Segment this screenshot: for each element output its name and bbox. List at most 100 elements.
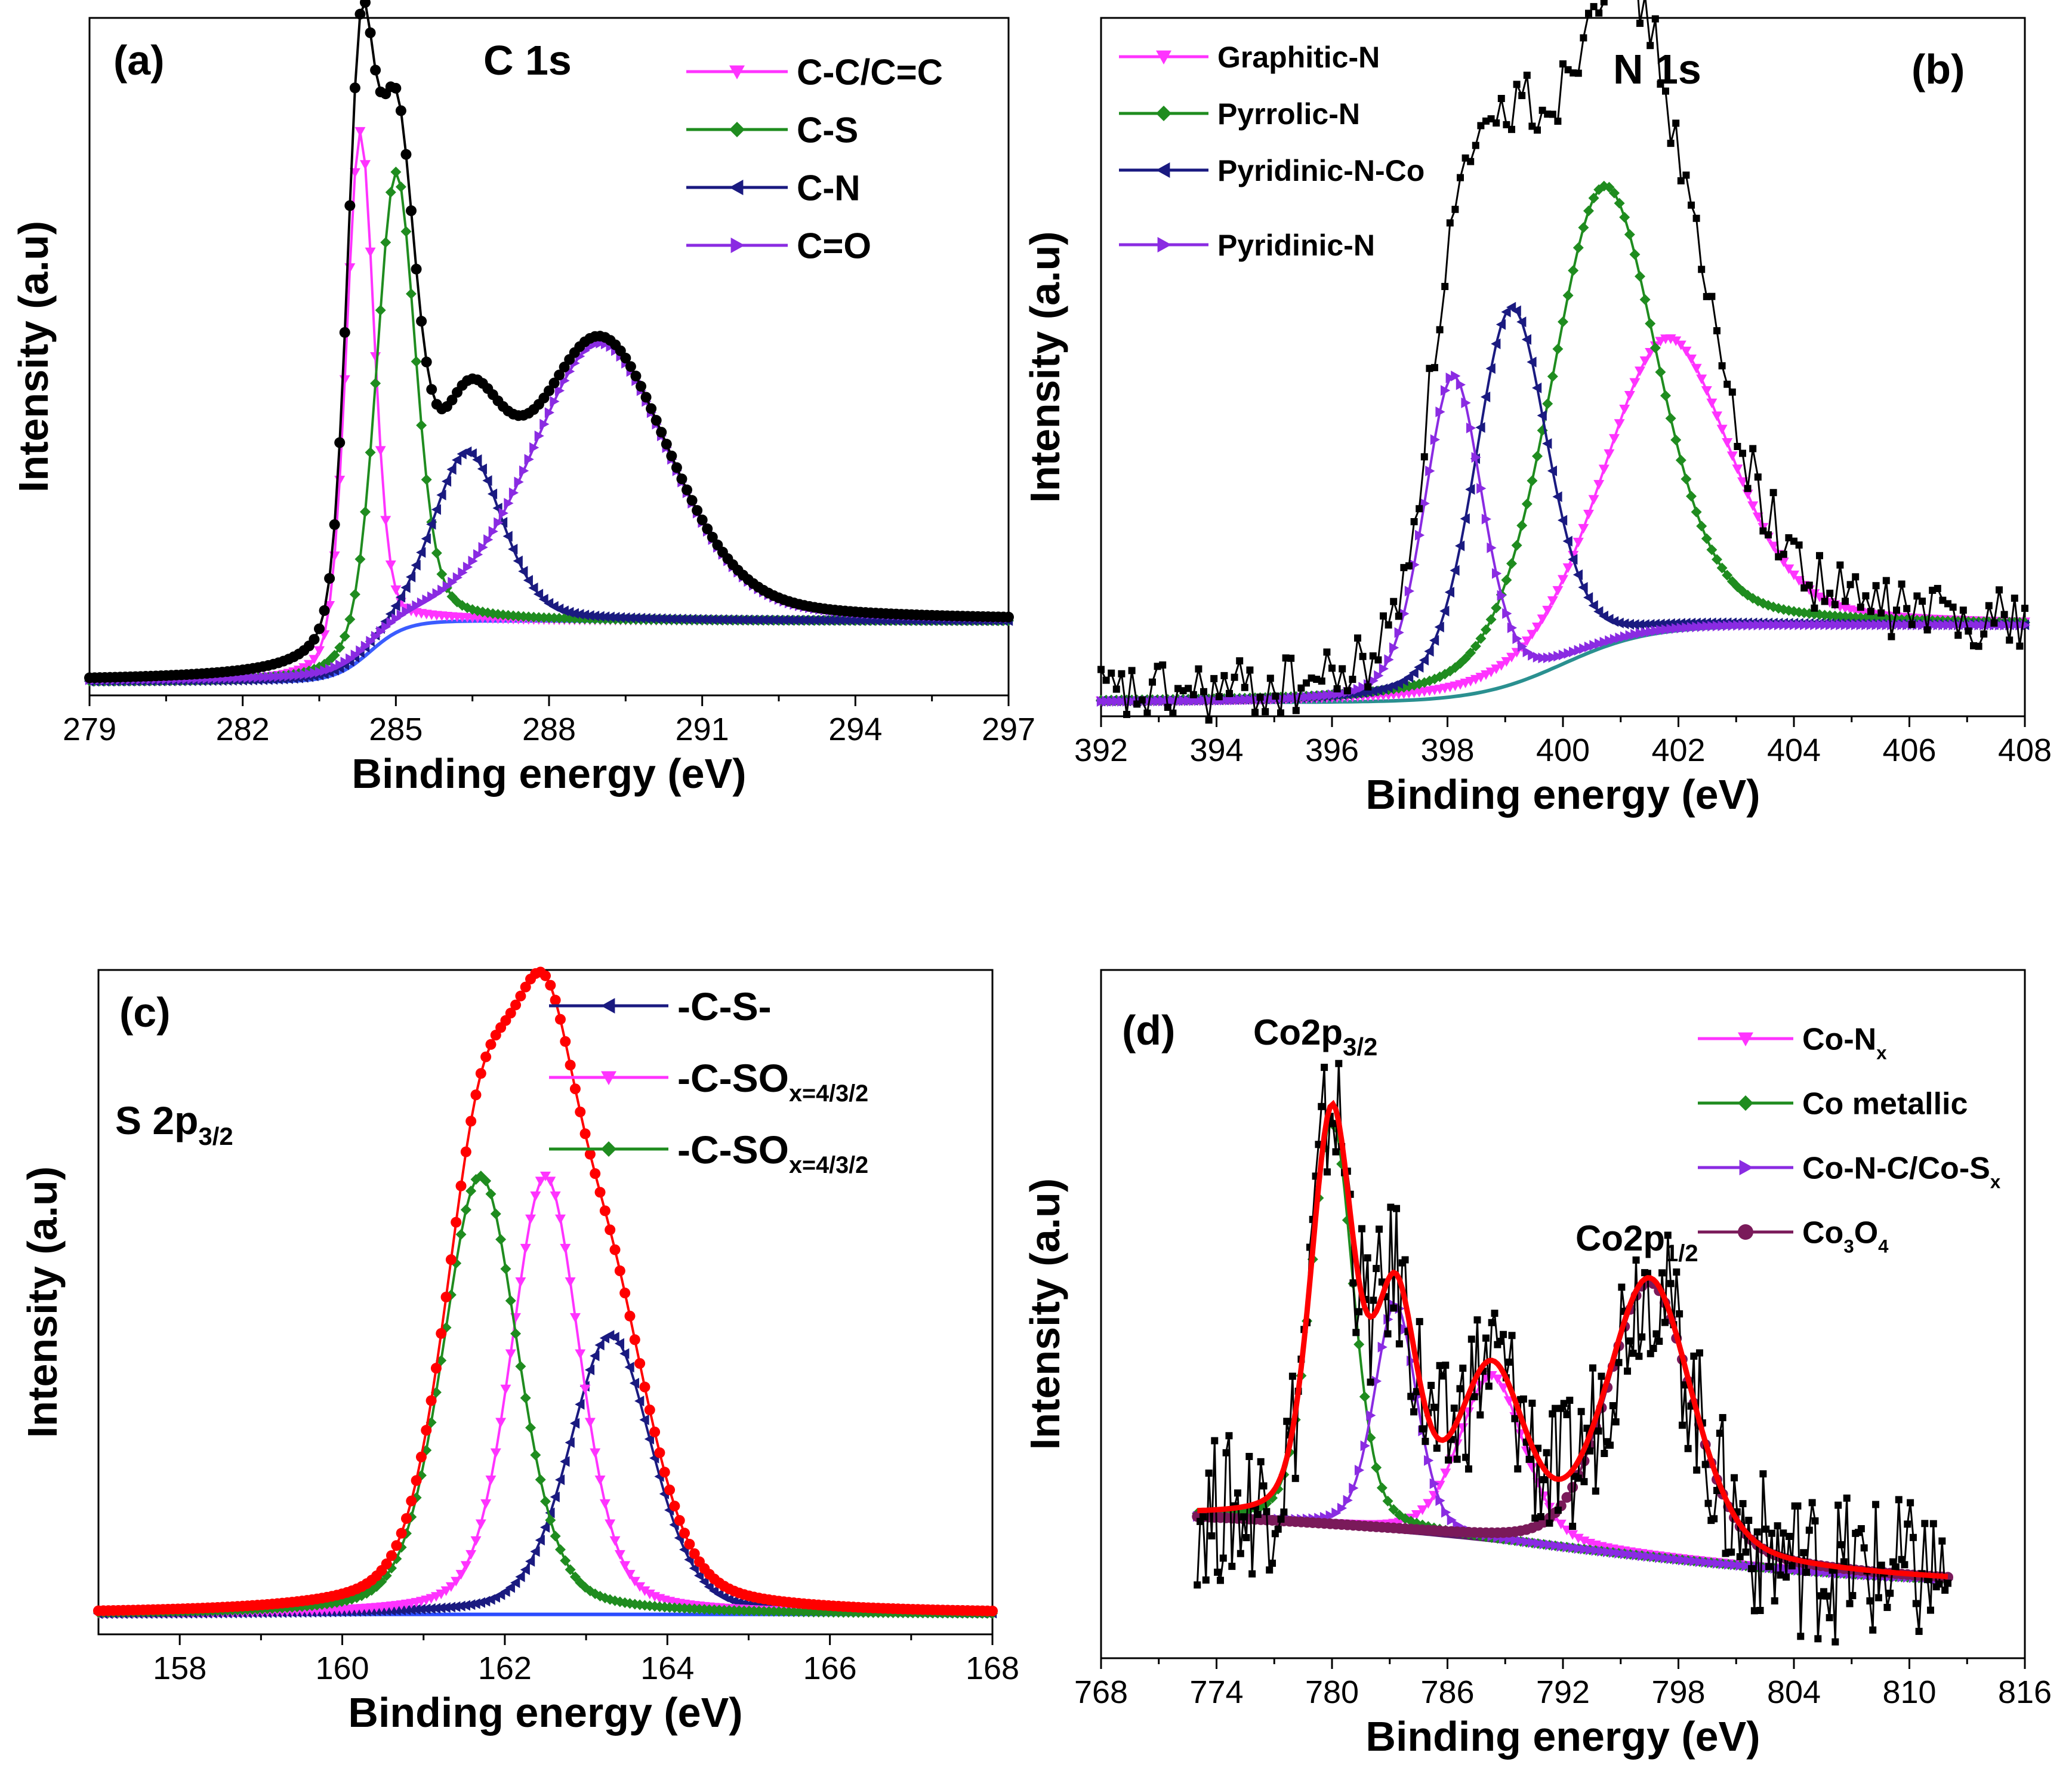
legend-label-subscript: x=4/3/2: [789, 1080, 868, 1107]
series-point: [768, 614, 778, 626]
raw-data-point: [1416, 1318, 1423, 1326]
raw-data-point: [1505, 1359, 1513, 1366]
series-point: [605, 1519, 616, 1529]
series-point: [258, 672, 269, 683]
raw-data-point: [1909, 1533, 1917, 1541]
raw-data-point: [1877, 1562, 1885, 1569]
series-point: [396, 1604, 406, 1616]
series-point: [1533, 1538, 1544, 1549]
envelope-point: [559, 361, 570, 372]
series-point: [2010, 620, 2020, 631]
series-point: [798, 614, 809, 626]
series-point: [460, 1600, 471, 1611]
envelope-point: [624, 1310, 636, 1322]
panel-title: Co2p3/2: [1253, 1012, 1377, 1061]
raw-data-point: [1462, 1453, 1470, 1461]
x-tick-label: 168: [966, 1650, 1019, 1686]
fit-envelope-line: [1197, 1099, 1948, 1579]
series-point: [1588, 192, 1599, 204]
raw-data-point: [1938, 1537, 1946, 1545]
series-point: [1515, 1429, 1527, 1439]
series-point: [1649, 342, 1661, 353]
series-point: [778, 614, 788, 626]
series-point: [1507, 622, 1517, 633]
series-point: [1753, 620, 1763, 631]
series-point: [314, 646, 325, 656]
x-tick-label: 162: [478, 1650, 532, 1686]
raw-data-point: [1846, 581, 1854, 589]
raw-data-point: [1823, 1592, 1830, 1600]
raw-data-point: [1445, 1456, 1453, 1464]
envelope-point: [470, 1089, 482, 1101]
series-point: [2000, 620, 2010, 631]
x-tick-label: 392: [1074, 732, 1128, 768]
envelope-point: [671, 462, 682, 473]
envelope-point: [314, 623, 325, 635]
series-point: [1528, 1537, 1538, 1548]
legend-label: C=O: [797, 226, 871, 266]
raw-data-point: [1549, 110, 1556, 118]
series-point: [415, 1603, 426, 1615]
raw-data-point: [1872, 582, 1880, 590]
series-point: [402, 606, 412, 617]
raw-data-point: [1903, 605, 1911, 612]
series-point: [529, 442, 539, 453]
series-point: [1948, 620, 1959, 631]
raw-data-point: [1886, 1590, 1894, 1597]
series-point: [436, 1602, 446, 1613]
series-point: [1635, 366, 1645, 377]
series-point: [530, 1546, 540, 1557]
series-point: [1800, 619, 1810, 630]
series-point: [470, 1536, 482, 1546]
series-point: [1591, 1545, 1601, 1556]
series-point: [365, 247, 376, 257]
series-point: [1619, 211, 1630, 223]
series-point: [406, 1604, 416, 1615]
series-point: [274, 671, 284, 682]
series-line: [98, 1174, 992, 1615]
series-point: [505, 1295, 516, 1307]
x-tick-label: 297: [982, 712, 1035, 747]
raw-data-point: [1413, 1388, 1420, 1396]
series-point: [1728, 620, 1738, 631]
raw-data-point: [1323, 648, 1331, 656]
series-point: [340, 657, 350, 668]
envelope-point: [609, 1244, 621, 1255]
plot-frame: [88, 17, 1010, 697]
raw-data-point: [1185, 685, 1192, 692]
series-point: [490, 1208, 501, 1219]
series-point: [1851, 619, 1861, 630]
raw-data-point: [1419, 1425, 1426, 1433]
series-point: [329, 649, 340, 661]
raw-data-point: [1430, 1403, 1438, 1411]
series-point: [1938, 620, 1948, 631]
series-point: [375, 304, 386, 316]
series-point: [1506, 558, 1517, 569]
series-point: [1302, 691, 1312, 703]
raw-data-point: [1359, 652, 1367, 660]
raw-data-point: [1805, 1526, 1813, 1534]
series-point: [574, 609, 584, 620]
raw-data-point: [1370, 1296, 1377, 1304]
series-point: [530, 1449, 541, 1461]
raw-data-point: [1635, 1353, 1643, 1360]
series-point: [1722, 438, 1733, 448]
series-point: [1660, 390, 1671, 401]
series-point: [742, 614, 753, 626]
series-point: [550, 1191, 561, 1202]
raw-data-point: [1589, 1364, 1596, 1372]
series-point: [436, 1590, 447, 1600]
series-point: [475, 1519, 486, 1529]
series-point: [1629, 249, 1641, 260]
raw-data-point: [1410, 518, 1418, 525]
series-point: [1624, 618, 1634, 630]
envelope-point: [584, 1148, 596, 1160]
series-point: [1794, 619, 1805, 630]
x-axis-label: Binding energy (eV): [352, 750, 746, 797]
series-point: [436, 568, 448, 580]
series-point: [371, 630, 381, 642]
series-point: [1533, 651, 1543, 663]
series-point: [480, 1175, 492, 1187]
series-point: [1655, 1552, 1665, 1563]
legend-item: Pyridinic-N: [1119, 229, 1375, 262]
